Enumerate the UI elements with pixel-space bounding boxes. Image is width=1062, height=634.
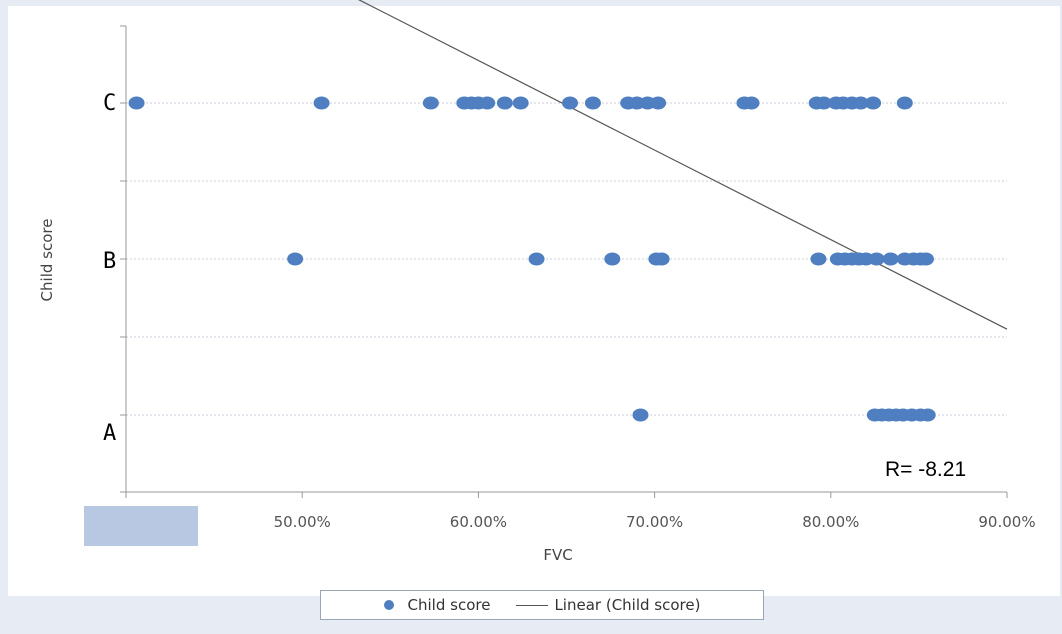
legend: Child score Linear (Child score) xyxy=(320,590,764,620)
x-tick-label: 60.00% xyxy=(450,513,507,531)
x-tick-label: 50.00% xyxy=(274,513,331,531)
y-tick-labels: A B C xyxy=(103,91,116,446)
data-point xyxy=(584,96,601,110)
data-point xyxy=(810,252,827,266)
tick-marks xyxy=(120,25,1008,498)
correlation-annotation: R= -8.21 xyxy=(885,458,966,481)
legend-marker-line xyxy=(516,604,549,606)
data-point xyxy=(653,252,670,266)
data-point xyxy=(896,96,913,110)
trendline-path xyxy=(358,0,1008,330)
legend-item-scatter: Child score xyxy=(383,596,491,614)
legend-marker-dot xyxy=(383,600,394,610)
legend-label-trendline: Linear (Child score) xyxy=(554,596,701,614)
data-point xyxy=(919,408,936,422)
x-tick-label: 80.00% xyxy=(802,513,859,531)
trendline xyxy=(358,0,1008,330)
x-axis-title: FVC xyxy=(543,546,572,564)
data-point xyxy=(868,252,885,266)
data-point xyxy=(128,96,145,110)
legend-item-trendline: Linear (Child score) xyxy=(500,596,700,614)
data-point xyxy=(479,96,496,110)
x-tick-labels: 50.00% 60.00% 70.00% 80.00% 90.00% xyxy=(274,513,1036,531)
y-tick-label-b: B xyxy=(103,249,116,274)
data-point xyxy=(287,252,304,266)
data-point xyxy=(604,252,621,266)
y-tick-label-c: C xyxy=(103,91,116,116)
data-point xyxy=(632,408,649,422)
legend-label-scatter: Child score xyxy=(407,596,491,614)
y-tick-label-a: A xyxy=(103,421,116,446)
data-point xyxy=(562,96,579,110)
data-point xyxy=(743,96,760,110)
x-tick-label: 70.00% xyxy=(626,513,683,531)
data-point xyxy=(650,96,667,110)
data-point xyxy=(815,96,832,110)
data-point xyxy=(882,252,899,266)
plot-area xyxy=(8,6,1060,596)
data-point xyxy=(512,96,529,110)
data-point xyxy=(852,96,869,110)
y-axis-title: Child score xyxy=(38,219,56,302)
data-point xyxy=(865,96,882,110)
data-point xyxy=(313,96,330,110)
cover-box xyxy=(84,506,198,546)
data-point xyxy=(917,252,934,266)
data-point xyxy=(422,96,439,110)
data-points xyxy=(128,96,936,422)
data-point xyxy=(528,252,545,266)
data-point xyxy=(496,96,513,110)
x-tick-label: 90.00% xyxy=(978,513,1035,531)
